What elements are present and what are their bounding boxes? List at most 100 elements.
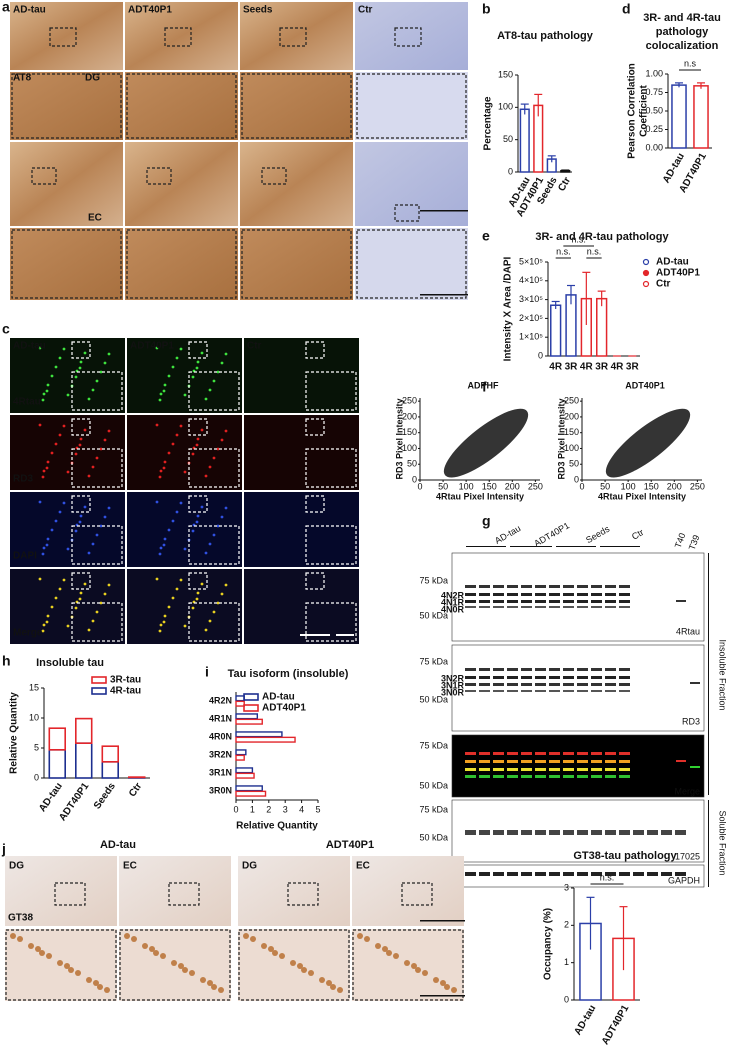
cell bbox=[191, 529, 195, 533]
cell bbox=[243, 933, 249, 939]
cell bbox=[149, 946, 155, 952]
panel-letter: h bbox=[2, 653, 11, 669]
band bbox=[563, 768, 574, 771]
bar bbox=[693, 85, 709, 149]
cell bbox=[212, 610, 216, 614]
cell bbox=[196, 437, 200, 441]
cell bbox=[364, 936, 370, 942]
region-label: DG bbox=[85, 73, 100, 84]
band bbox=[577, 768, 588, 771]
cell bbox=[171, 596, 175, 600]
x-tick-label: 4R bbox=[611, 362, 625, 373]
y-tick-label: 2×10⁵ bbox=[519, 313, 543, 323]
band bbox=[676, 760, 686, 762]
band bbox=[549, 690, 560, 692]
image bbox=[10, 569, 125, 644]
legend-label: Ctr bbox=[656, 279, 671, 290]
band bbox=[619, 830, 630, 835]
column-label: Ctr bbox=[247, 341, 262, 352]
cell bbox=[45, 466, 49, 470]
band bbox=[563, 600, 574, 603]
x-tick-label: Ctr bbox=[127, 781, 144, 799]
band bbox=[493, 830, 504, 835]
x-tick-label: Seeds bbox=[92, 781, 118, 812]
cell bbox=[200, 351, 204, 355]
density-cloud bbox=[443, 408, 529, 478]
cell bbox=[204, 628, 208, 632]
cell bbox=[75, 970, 81, 976]
band bbox=[493, 593, 504, 596]
cell bbox=[54, 519, 58, 523]
cell bbox=[54, 365, 58, 369]
cell bbox=[74, 529, 78, 533]
cell bbox=[196, 514, 200, 518]
cell bbox=[107, 429, 111, 433]
y-tick-label: 150 bbox=[564, 427, 579, 437]
cell bbox=[38, 500, 42, 504]
group-line bbox=[510, 546, 552, 547]
band bbox=[507, 775, 518, 778]
cell bbox=[290, 960, 296, 966]
y-tick-label: 1 bbox=[564, 957, 569, 967]
band bbox=[521, 775, 532, 778]
cell bbox=[167, 374, 171, 378]
inset-box bbox=[188, 602, 240, 642]
band bbox=[577, 668, 588, 671]
cell bbox=[87, 474, 91, 478]
band bbox=[507, 683, 518, 686]
band bbox=[521, 768, 532, 771]
band bbox=[479, 768, 490, 771]
cell bbox=[93, 980, 99, 986]
cell bbox=[50, 374, 54, 378]
band bbox=[577, 593, 588, 596]
band bbox=[633, 872, 644, 876]
band bbox=[465, 690, 476, 692]
band bbox=[619, 872, 630, 876]
band bbox=[465, 768, 476, 771]
chart-title: ADPHF bbox=[468, 380, 500, 390]
cell bbox=[195, 366, 199, 370]
cell bbox=[50, 528, 54, 532]
inset-box bbox=[279, 27, 307, 47]
blot bbox=[451, 734, 705, 798]
region-label: EC bbox=[88, 213, 102, 224]
cell bbox=[175, 510, 179, 514]
band bbox=[479, 606, 490, 608]
cell bbox=[79, 514, 83, 518]
image bbox=[355, 72, 468, 140]
panel-letter: j bbox=[1, 841, 6, 857]
inset-box bbox=[188, 418, 208, 436]
cell bbox=[46, 614, 50, 618]
cell bbox=[216, 447, 220, 451]
x-tick-label: 250 bbox=[528, 481, 543, 491]
band bbox=[535, 668, 546, 671]
marker-label: 75 kDa bbox=[419, 575, 448, 585]
inset-box bbox=[287, 882, 319, 906]
fraction-label: Soluble Fraction bbox=[718, 810, 728, 875]
band bbox=[521, 830, 532, 835]
band bbox=[591, 593, 602, 596]
image bbox=[10, 72, 123, 140]
isoform-label: 4N1R bbox=[441, 597, 465, 607]
legend-marker bbox=[642, 269, 650, 277]
band bbox=[591, 752, 602, 755]
x-tick-label: AD-tau bbox=[37, 781, 65, 814]
marker-label: 75 kDa bbox=[419, 804, 448, 814]
band bbox=[577, 676, 588, 679]
cell bbox=[91, 465, 95, 469]
cell bbox=[183, 547, 187, 551]
y-tick-label: 150 bbox=[402, 427, 417, 437]
panel-letter: d bbox=[622, 1, 631, 17]
region-label: DG bbox=[242, 861, 257, 872]
cell bbox=[175, 433, 179, 437]
cell bbox=[99, 370, 103, 374]
band bbox=[605, 690, 616, 692]
legend-label: ADT40P1 bbox=[656, 268, 700, 279]
cell bbox=[83, 505, 87, 509]
y-tick-label: 4R0N bbox=[209, 731, 232, 741]
cell bbox=[38, 423, 42, 427]
band bbox=[619, 593, 630, 596]
x-axis-label: 4Rtau Pixel Intensity bbox=[598, 491, 686, 501]
band bbox=[507, 676, 518, 679]
y-tick-label: 0 bbox=[564, 994, 569, 1004]
